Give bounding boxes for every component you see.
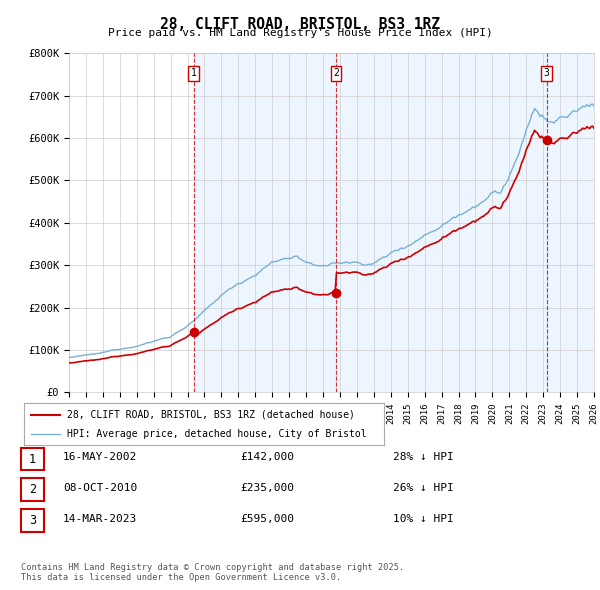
Text: 3: 3 xyxy=(544,68,550,78)
Text: 28, CLIFT ROAD, BRISTOL, BS3 1RZ (detached house): 28, CLIFT ROAD, BRISTOL, BS3 1RZ (detach… xyxy=(67,410,355,420)
Text: £595,000: £595,000 xyxy=(240,514,294,523)
Bar xyxy=(194,53,336,392)
Text: Price paid vs. HM Land Registry's House Price Index (HPI): Price paid vs. HM Land Registry's House … xyxy=(107,28,493,38)
Text: 1: 1 xyxy=(191,68,197,78)
Text: 08-OCT-2010: 08-OCT-2010 xyxy=(63,483,137,493)
Text: £142,000: £142,000 xyxy=(240,453,294,462)
Bar xyxy=(547,53,594,392)
Text: 3: 3 xyxy=(29,514,36,527)
Text: 14-MAR-2023: 14-MAR-2023 xyxy=(63,514,137,523)
Text: HPI: Average price, detached house, City of Bristol: HPI: Average price, detached house, City… xyxy=(67,428,367,438)
Text: 1: 1 xyxy=(29,453,36,466)
Text: 2: 2 xyxy=(29,483,36,496)
Bar xyxy=(336,53,547,392)
Text: 10% ↓ HPI: 10% ↓ HPI xyxy=(393,514,454,523)
Text: 28% ↓ HPI: 28% ↓ HPI xyxy=(393,453,454,462)
Text: 26% ↓ HPI: 26% ↓ HPI xyxy=(393,483,454,493)
Text: Contains HM Land Registry data © Crown copyright and database right 2025.
This d: Contains HM Land Registry data © Crown c… xyxy=(21,563,404,582)
Text: 16-MAY-2002: 16-MAY-2002 xyxy=(63,453,137,462)
Text: £235,000: £235,000 xyxy=(240,483,294,493)
Text: 2: 2 xyxy=(333,68,339,78)
Text: 28, CLIFT ROAD, BRISTOL, BS3 1RZ: 28, CLIFT ROAD, BRISTOL, BS3 1RZ xyxy=(160,17,440,31)
